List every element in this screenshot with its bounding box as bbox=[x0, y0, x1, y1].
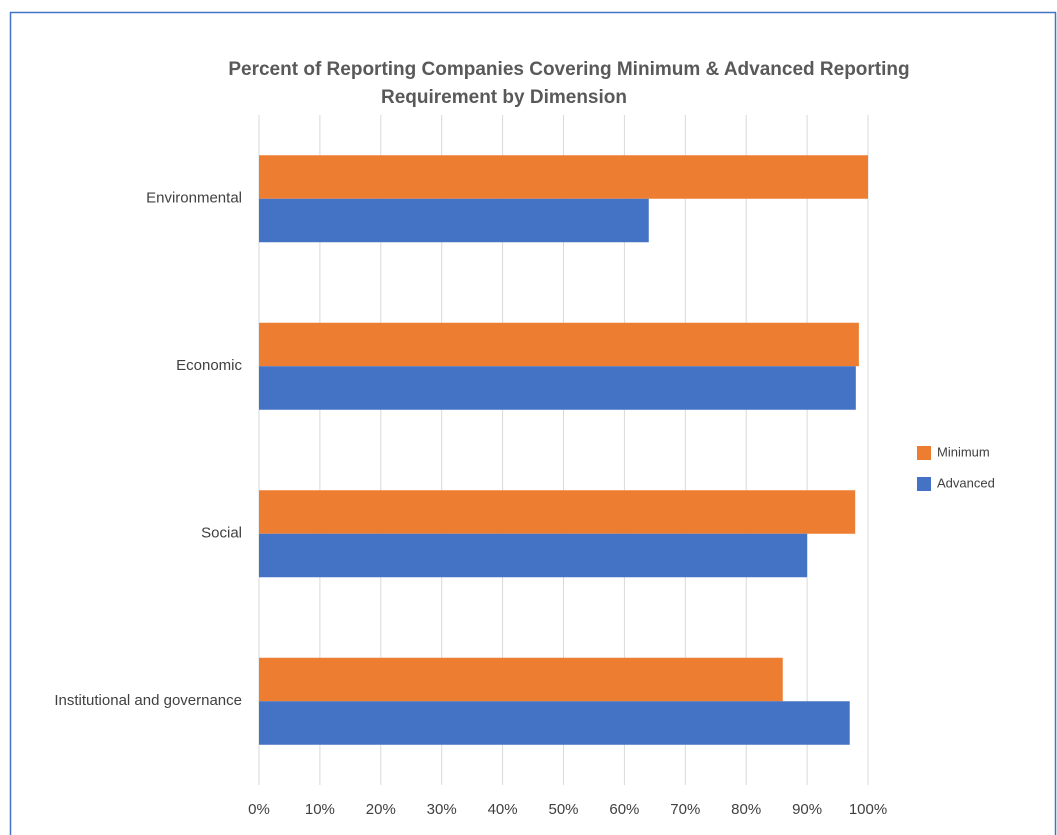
y-tick-label: Economic bbox=[176, 357, 242, 374]
x-tick-label: 90% bbox=[792, 801, 822, 818]
legend-swatch bbox=[917, 477, 931, 491]
x-tick-label: 40% bbox=[488, 801, 518, 818]
bar bbox=[259, 701, 850, 745]
chart-title: Requirement by Dimension bbox=[381, 87, 627, 108]
bar bbox=[259, 155, 868, 199]
y-tick-label: Institutional and governance bbox=[54, 692, 242, 709]
bar bbox=[259, 366, 856, 410]
y-tick-label: Environmental bbox=[146, 190, 242, 207]
legend-label: Minimum bbox=[937, 444, 990, 459]
y-tick-label: Social bbox=[201, 525, 242, 542]
x-tick-label: 0% bbox=[248, 801, 270, 818]
chart-title: Percent of Reporting Companies Covering … bbox=[228, 59, 909, 80]
bar bbox=[259, 198, 649, 243]
x-tick-label: 30% bbox=[427, 801, 457, 818]
bar bbox=[259, 322, 859, 367]
legend-label: Advanced bbox=[937, 475, 995, 490]
bar bbox=[259, 533, 808, 578]
x-tick-label: 80% bbox=[731, 801, 761, 818]
x-tick-label: 10% bbox=[305, 801, 335, 818]
x-tick-label: 20% bbox=[366, 801, 396, 818]
x-tick-label: 60% bbox=[609, 801, 639, 818]
bar bbox=[259, 490, 856, 534]
x-tick-label: 50% bbox=[548, 801, 578, 818]
legend-swatch bbox=[917, 446, 931, 460]
x-tick-label: 100% bbox=[849, 801, 887, 818]
bar bbox=[259, 657, 783, 702]
x-tick-label: 70% bbox=[670, 801, 700, 818]
